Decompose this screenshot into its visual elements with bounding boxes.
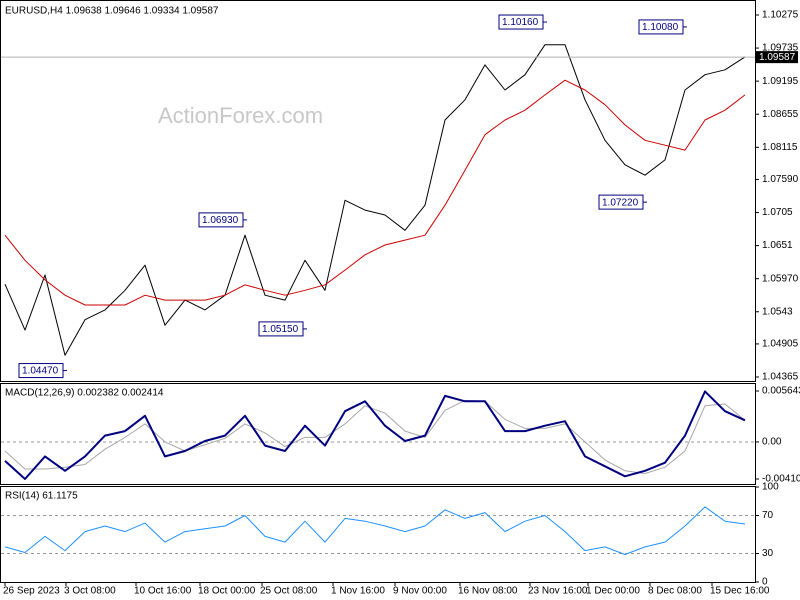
- y-tick-label: 1.08115: [762, 142, 798, 153]
- y-tick-label: 1.09195: [762, 76, 799, 87]
- annotation-label: 1.10160: [502, 17, 539, 28]
- annotation-label: 1.07220: [602, 197, 639, 208]
- y-tick-label: 70: [762, 510, 774, 521]
- series-line: [4, 79, 746, 306]
- y-tick-label: 30: [762, 548, 774, 559]
- y-tick-label: 1.08655: [762, 109, 799, 120]
- x-tick-label: 9 Nov 00:00: [393, 586, 447, 597]
- y-tick-label: 0: [762, 577, 768, 588]
- x-tick-label: 25 Oct 08:00: [260, 586, 318, 597]
- y-tick-label: 1.0543: [762, 306, 793, 317]
- x-tick-label: 18 Oct 00:00: [198, 586, 256, 597]
- x-tick-label: 3 Oct 08:00: [64, 586, 116, 597]
- last-price-box: [756, 51, 798, 64]
- panel-title: EURUSD,H4 1.09638 1.09646 1.09334 1.0958…: [5, 6, 219, 17]
- last-price-label: 1.09587: [759, 52, 796, 63]
- y-tick-label: 1.05970: [762, 273, 799, 284]
- y-tick-label: 1.09735: [762, 43, 799, 54]
- x-tick-label: 16 Nov 08:00: [458, 586, 518, 597]
- y-tick-label: 1.04365: [762, 372, 799, 383]
- y-tick-label: 1.0705: [762, 207, 793, 218]
- watermark: ActionForex.com: [158, 103, 323, 128]
- x-tick-label: 15 Dec 16:00: [710, 586, 770, 597]
- annotation-label: 1.04470: [22, 366, 59, 377]
- y-tick-label: -0.004104: [762, 474, 800, 485]
- rsi-panel-frame: [0, 486, 756, 583]
- x-tick-label: 10 Oct 16:00: [134, 586, 192, 597]
- y-tick-label: 1.10275: [762, 10, 799, 21]
- y-tick-label: 1.04905: [762, 339, 799, 350]
- annotation-label: 1.06930: [202, 215, 239, 226]
- macd-panel-frame: [0, 383, 756, 485]
- series-line: [4, 506, 746, 555]
- series-line: [4, 390, 746, 480]
- y-tick-label: 1.07590: [762, 174, 799, 185]
- series-line: [4, 399, 746, 474]
- price-panel-frame: [0, 0, 756, 382]
- y-tick-label: 0.00: [762, 437, 782, 448]
- x-tick-label: 1 Dec 00:00: [586, 586, 640, 597]
- annotation-label: 1.10080: [642, 22, 679, 33]
- panel-title: MACD(12,26,9) 0.002382 0.002414: [5, 388, 164, 399]
- series-line: [4, 44, 746, 356]
- y-tick-label: 100: [762, 482, 779, 493]
- x-tick-label: 23 Nov 16:00: [528, 586, 588, 597]
- y-tick-label: 0.005643: [762, 386, 800, 397]
- x-tick-label: 26 Sep 2023: [3, 586, 60, 597]
- y-tick-label: 1.0651: [762, 240, 793, 251]
- annotation-label: 1.05150: [262, 324, 299, 335]
- panel-title: RSI(14) 61.1175: [5, 491, 78, 502]
- x-tick-label: 8 Dec 08:00: [648, 586, 702, 597]
- x-tick-label: 1 Nov 16:00: [331, 586, 385, 597]
